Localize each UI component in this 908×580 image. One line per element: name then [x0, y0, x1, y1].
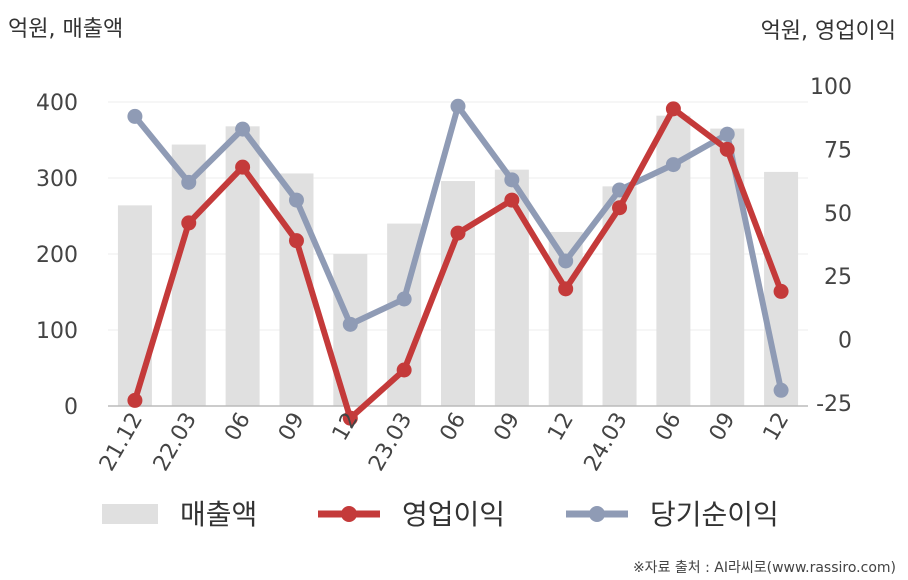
left-tick-label: 400	[36, 91, 78, 116]
bar-revenue	[117, 205, 152, 406]
right-tick-label: 50	[824, 202, 852, 227]
left-tick-label: 100	[36, 319, 78, 344]
line-series	[127, 98, 789, 426]
x-tick-label: 22.03	[149, 409, 202, 476]
right-axis-title: 억원, 영업이익	[761, 19, 896, 44]
legend-marker-net-income	[589, 506, 605, 522]
x-tick-label: 12	[543, 409, 579, 446]
bar-revenue	[710, 128, 745, 406]
x-tick-label: 06	[651, 409, 687, 446]
bar-revenue	[602, 186, 637, 406]
point-operating-profit	[504, 192, 520, 208]
right-axis-ticks: -25 0 25 50 75 100	[810, 75, 852, 417]
revenue-bars	[117, 115, 799, 407]
legend-swatch-revenue	[102, 504, 158, 524]
x-tick-label: 21.12	[95, 409, 148, 476]
left-axis-title: 억원, 매출액	[8, 17, 123, 42]
x-tick-label: 23.03	[364, 409, 417, 476]
left-axis-ticks: 0 100 200 300 400	[36, 91, 78, 420]
bar-revenue	[441, 181, 475, 406]
point-operating-profit	[665, 101, 681, 117]
source-note: ※자료 출처 : AI라씨로(www.rassiro.com)	[633, 560, 896, 576]
point-net-income	[773, 382, 789, 398]
left-tick-label: 300	[36, 167, 78, 192]
right-tick-label: 100	[810, 75, 852, 100]
right-tick-label: 75	[824, 138, 852, 163]
right-tick-label: 0	[838, 329, 852, 354]
point-operating-profit	[127, 392, 143, 408]
point-operating-profit	[773, 283, 789, 299]
left-tick-label: 200	[36, 243, 78, 268]
right-tick-label: 25	[824, 265, 852, 290]
point-net-income	[396, 291, 412, 307]
point-operating-profit	[288, 233, 304, 249]
legend-marker-operating-profit	[341, 506, 357, 522]
x-tick-label: 09	[274, 409, 310, 446]
point-net-income	[665, 157, 681, 173]
point-net-income	[450, 98, 466, 114]
point-net-income	[235, 121, 251, 137]
legend: 매출액 영업이익 당기순이익	[102, 498, 779, 531]
point-net-income	[558, 253, 574, 269]
legend-label-operating-profit: 영업이익	[402, 498, 505, 531]
right-tick-label: -25	[816, 392, 852, 417]
point-operating-profit	[612, 200, 628, 216]
legend-label-net-income: 당기순이익	[650, 498, 779, 531]
x-tick-label: 06	[436, 409, 472, 446]
bar-revenue	[279, 173, 314, 406]
point-operating-profit	[719, 141, 735, 157]
point-net-income	[612, 182, 628, 198]
point-net-income	[719, 126, 735, 142]
point-operating-profit	[450, 225, 466, 241]
x-tick-label: 24.03	[580, 409, 633, 476]
x-tick-label: 06	[220, 409, 256, 446]
point-net-income	[342, 316, 358, 332]
point-net-income	[127, 108, 143, 124]
left-tick-label: 0	[64, 395, 78, 420]
point-operating-profit	[342, 410, 358, 426]
legend-label-revenue: 매출액	[180, 498, 257, 531]
point-operating-profit	[181, 215, 197, 231]
point-net-income	[288, 192, 304, 208]
x-tick-label: 12	[759, 409, 795, 446]
point-net-income	[504, 172, 520, 188]
x-tick-label: 09	[705, 409, 741, 446]
x-axis-ticks: 21.12 22.03 06 09 12 23.03 06 09 12 24.03 06 09 12	[95, 409, 794, 476]
point-operating-profit	[558, 281, 574, 297]
point-net-income	[181, 174, 197, 190]
x-tick-label: 09	[489, 409, 525, 446]
point-operating-profit	[396, 362, 412, 378]
point-operating-profit	[235, 159, 251, 175]
